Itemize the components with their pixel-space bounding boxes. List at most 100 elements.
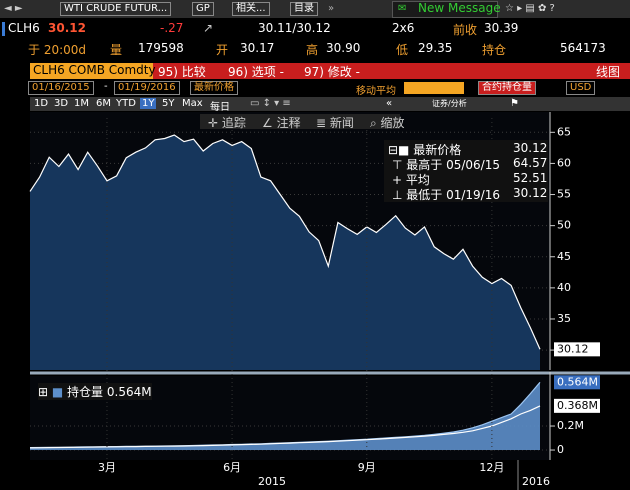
period[interactable]: YTD	[116, 98, 136, 109]
stat-label: 最高于 05/06/15	[406, 158, 500, 172]
year-label: 2016	[522, 475, 550, 488]
oi-legend: ⊞ ■ 持仓量 0.564M	[38, 383, 152, 400]
prev-label: 前收	[453, 23, 478, 37]
stat-label: 平均	[405, 173, 430, 187]
tick-icon: ↗	[203, 21, 214, 35]
y-tick-label: 40	[557, 281, 571, 294]
stat: ⊥ 最低于 01/19/16	[392, 188, 500, 202]
last-value-label: 0.368M	[557, 399, 598, 412]
analysis[interactable]: 证券/分析	[432, 99, 467, 108]
frequency[interactable]: 每日	[210, 102, 230, 113]
tool[interactable]: ∠ 注释	[262, 116, 301, 130]
period[interactable]: Max	[182, 98, 203, 109]
tool-label[interactable]: 缩放	[380, 116, 405, 130]
last-value-box	[554, 342, 600, 357]
tool-label[interactable]: 追踪	[221, 116, 246, 130]
open-label: 开	[216, 43, 229, 57]
field[interactable]: 最新价格	[190, 81, 238, 95]
legend-label: 最新价格	[413, 143, 462, 157]
stat-value: 52.51	[513, 171, 548, 185]
menu-item[interactable]: 95) 比较	[158, 65, 206, 79]
stat-value: 64.57	[513, 156, 548, 170]
volume-label: 量	[110, 43, 123, 57]
menu-item[interactable]: 97) 修改 -	[304, 65, 360, 79]
related-menu[interactable]: 相关...	[232, 2, 270, 16]
period[interactable]: 6M	[96, 98, 111, 109]
size: 2x6	[392, 21, 415, 35]
y-tick-label: 50	[557, 219, 571, 232]
catalog-menu[interactable]: 目录	[290, 2, 318, 16]
y-tick-label: 0	[557, 443, 564, 456]
message-box[interactable]	[392, 1, 498, 18]
high: 30.90	[326, 41, 361, 55]
oi: 564173	[560, 41, 606, 55]
x-tick-label: 12月	[479, 461, 504, 474]
gp-field[interactable]: GP	[192, 2, 214, 16]
y-tick-label: 55	[557, 188, 571, 201]
tool-label[interactable]: 新闻	[329, 116, 354, 130]
x-tick-label: 9月	[358, 461, 376, 474]
security-label[interactable]: CLH6 COMB Comdty	[30, 63, 156, 79]
tool[interactable]: ⌕ 缩放	[370, 116, 405, 130]
period-active[interactable]: 1Y	[140, 98, 157, 109]
tool[interactable]: ✛ 追踪	[208, 116, 246, 130]
high-label: 高	[306, 43, 319, 57]
y-tick-label: 60	[557, 156, 571, 169]
ma-box[interactable]	[404, 82, 464, 94]
low-label: 低	[396, 43, 409, 57]
year-label: 2015	[258, 475, 286, 488]
dash: -	[104, 81, 108, 92]
line	[29, 405, 541, 449]
oi-field[interactable]: 合约持仓量	[478, 81, 536, 95]
period[interactable]: 1M	[74, 98, 89, 109]
area	[30, 135, 540, 370]
y-tick-label: 45	[557, 250, 571, 263]
tool[interactable]: ≣ 新闻	[316, 116, 354, 130]
start-date[interactable]: 01/16/2015	[28, 81, 94, 95]
x-tick-label: 3月	[98, 461, 116, 474]
legend-value: 0.564M	[106, 385, 152, 399]
legend-name: ⊟■ 最新价格	[388, 143, 462, 157]
last-value-label: 0.564M	[557, 375, 598, 388]
ticker: CLH6	[8, 21, 40, 35]
end-date[interactable]: 01/19/2016	[114, 81, 180, 95]
prev: 30.39	[484, 21, 519, 35]
security-field[interactable]: WTI CRUDE FUTUR...	[60, 2, 172, 16]
period[interactable]: 5Y	[162, 98, 175, 109]
moving-average[interactable]: 移动平均	[356, 86, 396, 97]
marker	[2, 22, 5, 36]
legend-label: 持仓量	[67, 385, 104, 399]
tool-strip	[200, 114, 400, 129]
x-tick-label: 6月	[223, 461, 241, 474]
view-label[interactable]: 线图	[596, 65, 621, 79]
period[interactable]: 3D	[54, 98, 69, 109]
y-tick-label: 65	[557, 125, 571, 138]
legend-value: 30.12	[513, 141, 548, 155]
tool-icons[interactable]: ▭ ↕ ▾ ≡	[250, 98, 291, 109]
volume: 179598	[138, 41, 184, 55]
legend	[384, 140, 548, 202]
last-value-box	[554, 398, 600, 413]
menu-bar	[30, 63, 630, 79]
flag[interactable]: ⚑	[510, 98, 519, 109]
y-tick-label: 35	[557, 312, 571, 325]
period[interactable]: 1D	[34, 98, 49, 109]
collapse[interactable]: «	[386, 98, 393, 109]
last-price: 30.12	[48, 21, 86, 35]
open: 30.17	[240, 41, 275, 55]
y-tick-label: 0.2M	[557, 419, 584, 432]
icons[interactable]: ☆ ▸ ▤ ✿ ?	[505, 3, 555, 14]
menu-item[interactable]: 96) 选项 -	[228, 65, 284, 79]
more[interactable]: »	[328, 3, 335, 14]
stat-label: 最低于 01/19/16	[406, 188, 500, 202]
area	[30, 382, 540, 451]
message[interactable]: New Message	[418, 1, 501, 15]
change: -.27	[160, 21, 184, 35]
tool-label[interactable]: 注释	[276, 116, 301, 130]
nav-arrows[interactable]: ◄ ►	[4, 3, 23, 14]
bid-ask: 30.11/30.12	[258, 21, 331, 35]
low: 29.35	[418, 41, 453, 55]
currency[interactable]: USD	[566, 81, 596, 95]
time: 于 20:00d	[28, 43, 87, 57]
